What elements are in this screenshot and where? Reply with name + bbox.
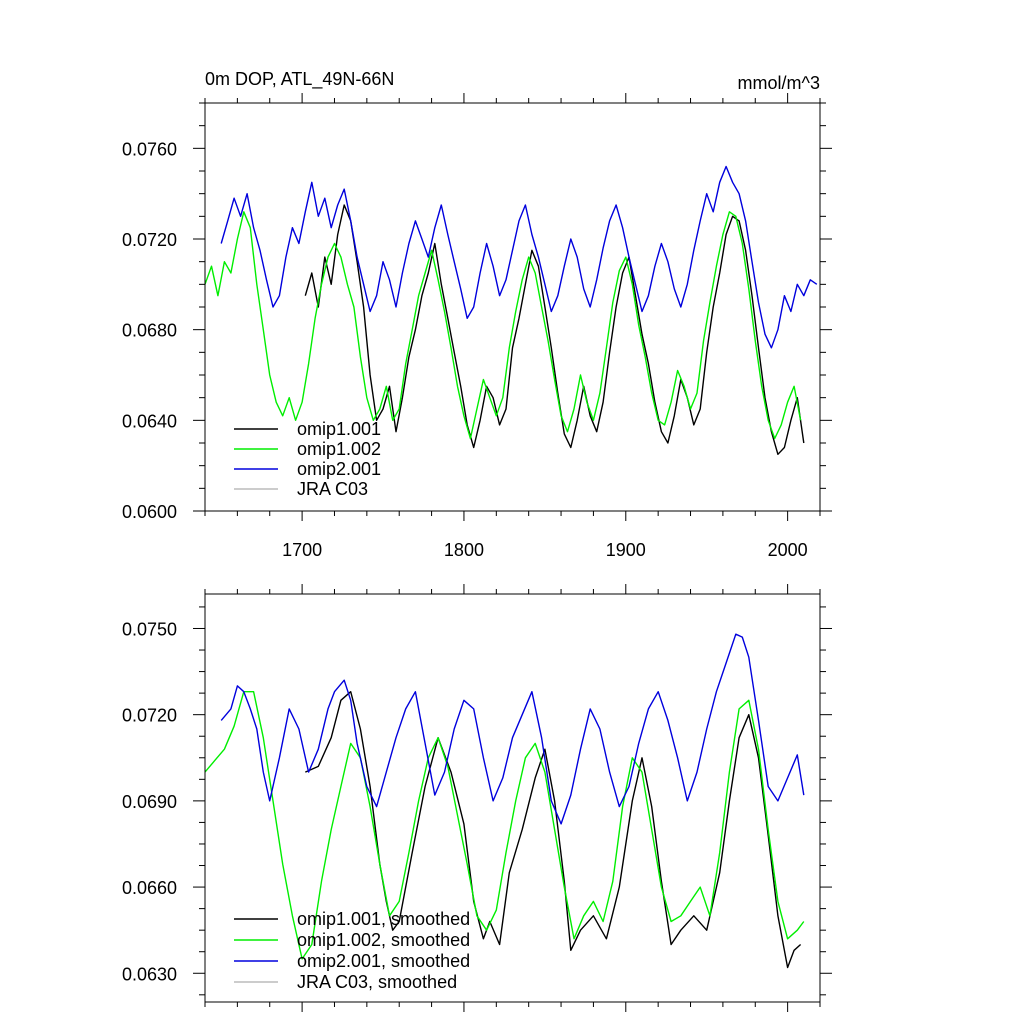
y-tick-label: 0.0720: [122, 706, 177, 726]
series-line-2: [204, 691, 805, 960]
legend-label: omip1.002: [297, 439, 381, 459]
y-tick-label: 0.0680: [122, 321, 177, 341]
legend-label: JRA C03, smoothed: [297, 972, 457, 992]
legend-label: omip2.001, smoothed: [297, 951, 470, 971]
series-line-2: [204, 211, 802, 440]
bottom-plot-frame: [204, 593, 821, 1003]
bottom-axis-ticks: 0.0630 0.0660 0.0690 0.0720 0.0750: [122, 584, 832, 1012]
legend-label: omip2.001: [297, 459, 381, 479]
y-tick-label: 0.0600: [122, 502, 177, 522]
series-line-1: [304, 204, 805, 455]
y-tick-label: 0.0690: [122, 792, 177, 812]
bottom-panel: 0.0630 0.0660 0.0690 0.0720 0.0750 omip1.001…: [122, 584, 832, 1012]
y-tick-label: 0.0630: [122, 964, 177, 984]
x-tick-label: 1700: [282, 540, 322, 560]
top-axis-ticks: 1700 1800 1900 2000 0.0600 0.0640 0.0680 0.0720…: [122, 93, 832, 560]
series-line-3: [220, 633, 805, 825]
legend-label: omip1.002, smoothed: [297, 930, 470, 950]
x-tick-label: 1800: [444, 540, 484, 560]
y-tick-label: 0.0760: [122, 139, 177, 159]
y-tick-label: 0.0750: [122, 619, 177, 639]
legend-label: JRA C03: [297, 479, 368, 499]
top-series-group: [204, 165, 818, 455]
y-tick-label: 0.0660: [122, 878, 177, 898]
series-line-3: [220, 165, 818, 349]
bottom-series-group: [204, 633, 805, 969]
x-tick-label: 1900: [606, 540, 646, 560]
x-tick-label: 2000: [768, 540, 808, 560]
y-tick-label: 0.0640: [122, 411, 177, 431]
y-tick-label: 0.0720: [122, 230, 177, 250]
top-plot-frame: [204, 102, 821, 512]
top-panel: 0m DOP, ATL_49N-66N mmol/m^3 1700 1800 190…: [122, 69, 832, 560]
top-chart-title: 0m DOP, ATL_49N-66N: [205, 69, 394, 90]
top-chart-units: mmol/m^3: [738, 73, 820, 93]
legend-label: omip1.001: [297, 419, 381, 439]
legend-label: omip1.001, smoothed: [297, 909, 470, 929]
